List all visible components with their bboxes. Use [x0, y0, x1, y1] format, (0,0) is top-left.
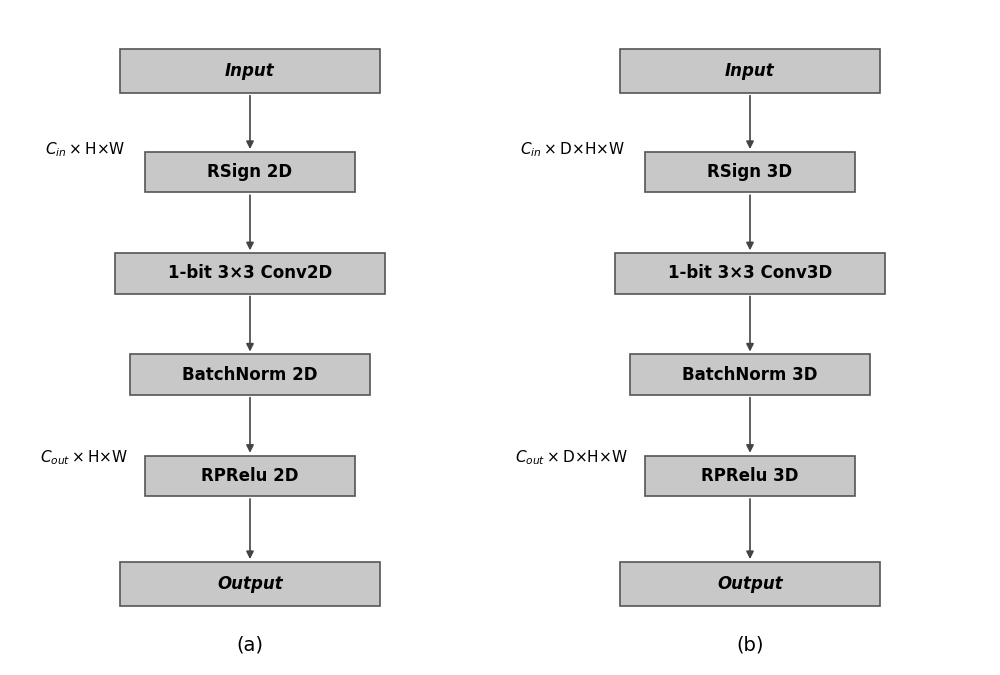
- FancyBboxPatch shape: [630, 354, 870, 395]
- FancyBboxPatch shape: [120, 562, 380, 606]
- FancyBboxPatch shape: [620, 562, 880, 606]
- Text: Output: Output: [717, 575, 783, 593]
- FancyBboxPatch shape: [645, 456, 855, 496]
- Text: RSign 3D: RSign 3D: [707, 163, 793, 181]
- FancyBboxPatch shape: [115, 253, 385, 294]
- Text: Input: Input: [225, 62, 275, 80]
- Text: RSign 2D: RSign 2D: [207, 163, 293, 181]
- FancyBboxPatch shape: [145, 456, 355, 496]
- Text: 1-bit 3×3 Conv3D: 1-bit 3×3 Conv3D: [668, 265, 832, 282]
- Text: Output: Output: [217, 575, 283, 593]
- Text: BatchNorm 2D: BatchNorm 2D: [182, 366, 318, 383]
- FancyBboxPatch shape: [620, 49, 880, 93]
- Text: RPRelu 3D: RPRelu 3D: [701, 467, 799, 485]
- Text: $C_{out}\times$H$\times$W: $C_{out}\times$H$\times$W: [40, 448, 128, 467]
- Text: $C_{in}\times$H$\times$W: $C_{in}\times$H$\times$W: [45, 140, 125, 159]
- FancyBboxPatch shape: [145, 152, 355, 192]
- Text: RPRelu 2D: RPRelu 2D: [201, 467, 299, 485]
- Text: $C_{in}\times$D$\times$H$\times$W: $C_{in}\times$D$\times$H$\times$W: [520, 140, 625, 159]
- Text: Input: Input: [725, 62, 775, 80]
- Text: 1-bit 3×3 Conv2D: 1-bit 3×3 Conv2D: [168, 265, 332, 282]
- FancyBboxPatch shape: [615, 253, 885, 294]
- Text: (b): (b): [736, 635, 764, 654]
- FancyBboxPatch shape: [645, 152, 855, 192]
- FancyBboxPatch shape: [130, 354, 370, 395]
- Text: $C_{out}\times$D$\times$H$\times$W: $C_{out}\times$D$\times$H$\times$W: [515, 448, 628, 467]
- Text: (a): (a): [237, 635, 264, 654]
- Text: BatchNorm 3D: BatchNorm 3D: [682, 366, 818, 383]
- FancyBboxPatch shape: [120, 49, 380, 93]
